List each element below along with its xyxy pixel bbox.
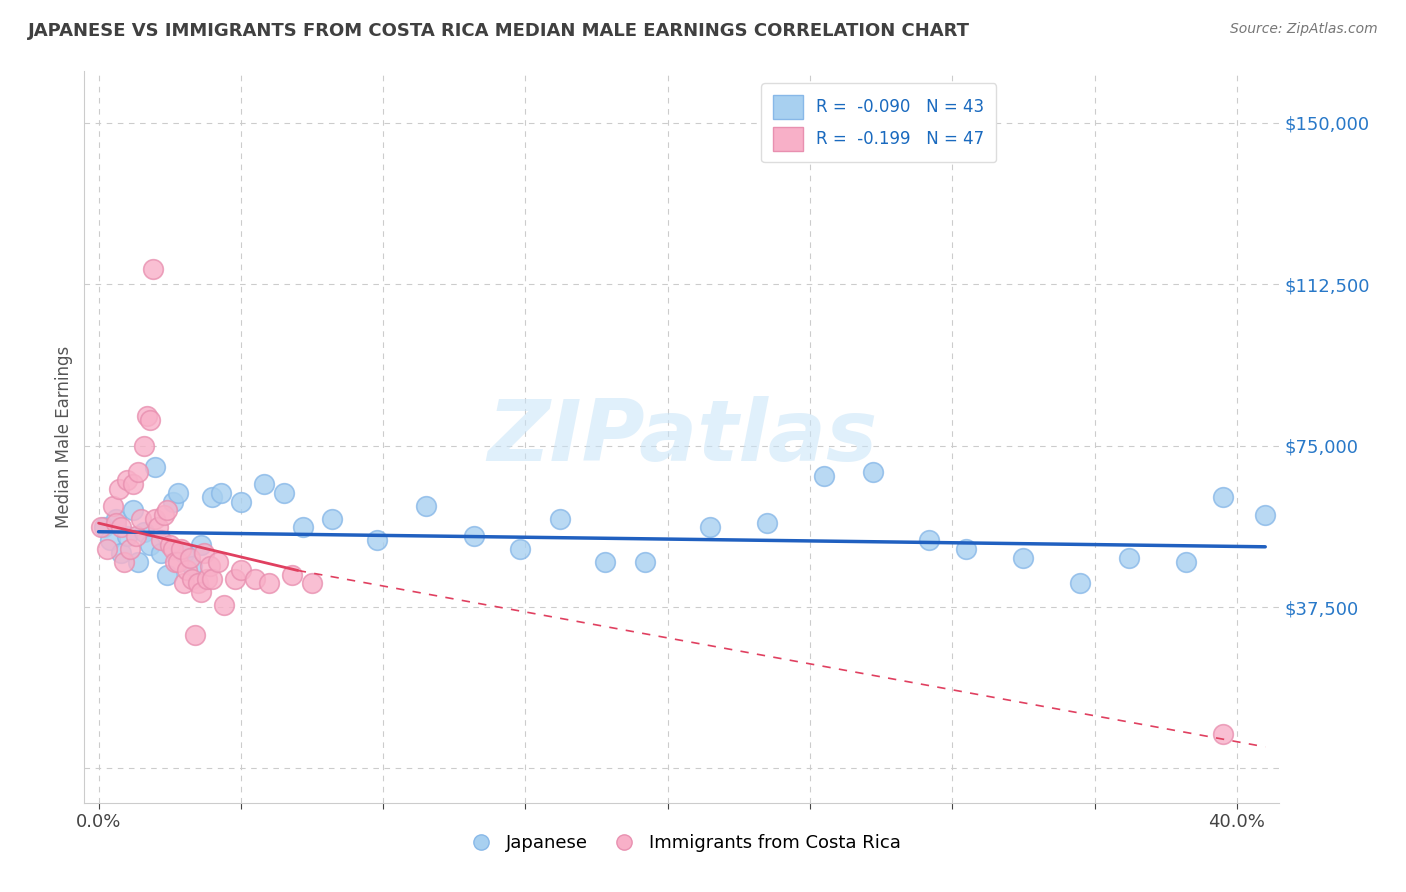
Point	[181, 559, 204, 574]
Point	[121, 477, 143, 491]
Point	[756, 516, 779, 530]
Point	[509, 541, 531, 556]
Point	[301, 576, 323, 591]
Point	[187, 576, 209, 591]
Point	[129, 512, 152, 526]
Point	[209, 486, 232, 500]
Point	[593, 555, 616, 569]
Text: Source: ZipAtlas.com: Source: ZipAtlas.com	[1230, 22, 1378, 37]
Point	[212, 598, 235, 612]
Point	[118, 541, 141, 556]
Point	[124, 529, 146, 543]
Point	[862, 465, 884, 479]
Point	[184, 628, 207, 642]
Point	[139, 538, 162, 552]
Point	[136, 409, 159, 423]
Point	[193, 546, 215, 560]
Point	[170, 541, 193, 556]
Point	[104, 516, 127, 530]
Point	[159, 538, 181, 552]
Point	[112, 555, 135, 569]
Point	[415, 499, 437, 513]
Point	[190, 585, 212, 599]
Point	[98, 533, 121, 548]
Point	[176, 564, 198, 578]
Point	[1212, 727, 1234, 741]
Point	[107, 482, 129, 496]
Point	[201, 491, 224, 505]
Point	[1012, 550, 1035, 565]
Point	[259, 576, 281, 591]
Text: ZIPatlas: ZIPatlas	[486, 395, 877, 479]
Point	[281, 567, 304, 582]
Point	[229, 494, 252, 508]
Legend: Japanese, Immigrants from Costa Rica: Japanese, Immigrants from Costa Rica	[456, 827, 908, 860]
Point	[115, 529, 138, 543]
Point	[165, 555, 187, 569]
Point	[115, 473, 138, 487]
Point	[181, 572, 204, 586]
Point	[195, 572, 218, 586]
Text: JAPANESE VS IMMIGRANTS FROM COSTA RICA MEDIAN MALE EARNINGS CORRELATION CHART: JAPANESE VS IMMIGRANTS FROM COSTA RICA M…	[28, 22, 970, 40]
Point	[273, 486, 295, 500]
Point	[142, 262, 165, 277]
Point	[101, 499, 124, 513]
Point	[173, 576, 195, 591]
Point	[90, 520, 112, 534]
Point	[224, 572, 246, 586]
Point	[153, 508, 176, 522]
Point	[145, 512, 167, 526]
Point	[201, 572, 224, 586]
Point	[1118, 550, 1140, 565]
Point	[955, 541, 977, 556]
Point	[699, 520, 721, 534]
Point	[1212, 491, 1234, 505]
Point	[148, 520, 170, 534]
Point	[156, 567, 179, 582]
Point	[321, 512, 343, 526]
Point	[813, 468, 835, 483]
Point	[110, 546, 132, 560]
Point	[162, 494, 184, 508]
Point	[173, 546, 195, 560]
Point	[918, 533, 941, 548]
Y-axis label: Median Male Earnings: Median Male Earnings	[55, 346, 73, 528]
Point	[150, 533, 173, 548]
Point	[1174, 555, 1197, 569]
Point	[1254, 508, 1277, 522]
Point	[93, 520, 115, 534]
Point	[243, 572, 266, 586]
Point	[190, 538, 212, 552]
Point	[150, 546, 173, 560]
Point	[127, 555, 149, 569]
Point	[156, 503, 179, 517]
Point	[366, 533, 388, 548]
Point	[132, 439, 156, 453]
Point	[229, 564, 252, 578]
Point	[1069, 576, 1091, 591]
Point	[179, 550, 201, 565]
Point	[132, 524, 156, 539]
Point	[162, 541, 184, 556]
Point	[198, 559, 221, 574]
Point	[548, 512, 571, 526]
Point	[167, 555, 190, 569]
Point	[253, 477, 276, 491]
Point	[634, 555, 657, 569]
Point	[110, 520, 132, 534]
Point	[207, 555, 229, 569]
Point	[463, 529, 485, 543]
Point	[167, 486, 190, 500]
Point	[127, 465, 149, 479]
Point	[96, 541, 118, 556]
Point	[104, 512, 127, 526]
Point	[139, 413, 162, 427]
Point	[292, 520, 315, 534]
Point	[121, 503, 143, 517]
Point	[145, 460, 167, 475]
